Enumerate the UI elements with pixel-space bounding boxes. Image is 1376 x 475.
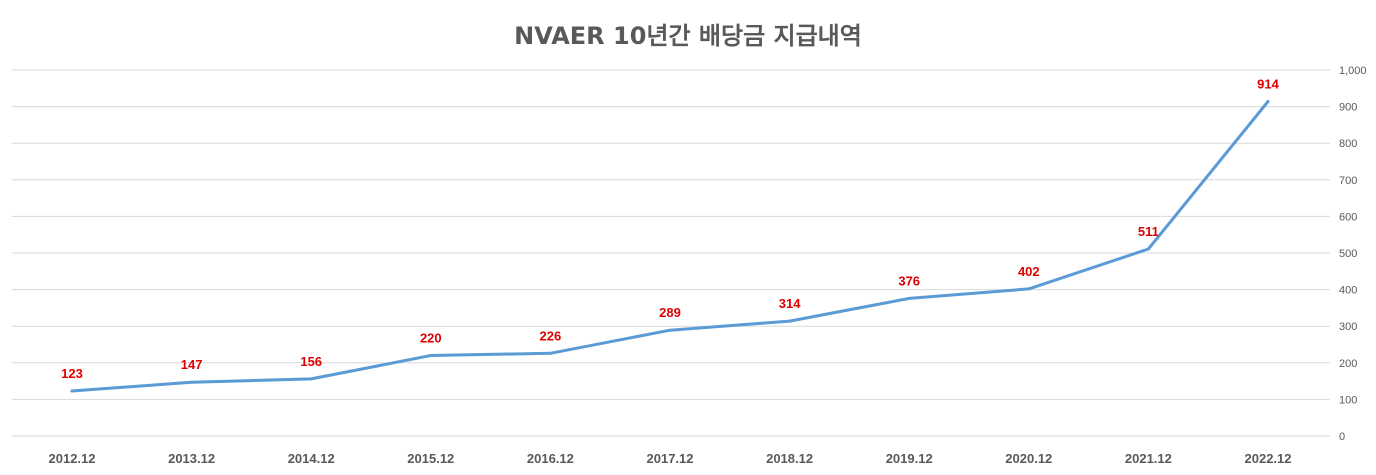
gridlines [12,69,1330,437]
x-tick-label: 2020.12 [1005,451,1052,466]
data-labels: 123 147 156 220 226 289 314 376 402 511 914 [61,76,1279,381]
x-axis-ticks: 2012.12 2013.12 2014.12 2015.12 2016.12 2017.… [49,451,1292,466]
chart-title: NVAER 10년간 배당금 지급내역 [514,22,862,50]
data-label: 156 [300,354,322,369]
y-axis-ticks: 0 100 200 300 400 500 600 700 800 900 1,000 [1339,65,1367,443]
data-label: 314 [779,296,801,311]
y-tick-label: 400 [1339,285,1357,297]
data-label: 914 [1257,76,1279,91]
series-layer [70,99,1270,393]
y-tick-label: 700 [1339,175,1357,187]
y-tick-label: 0 [1339,431,1345,443]
x-tick-label: 2012.12 [49,451,96,466]
data-point [429,353,433,357]
data-label: 123 [61,366,83,381]
data-label: 511 [1138,224,1159,239]
x-tick-label: 2015.12 [407,451,454,466]
y-tick-label: 600 [1339,211,1357,223]
data-point [668,328,672,332]
x-tick-label: 2016.12 [527,451,574,466]
y-tick-label: 100 [1339,394,1357,406]
data-point [907,296,911,300]
data-label: 220 [420,330,442,345]
x-tick-label: 2014.12 [288,451,335,466]
data-label: 376 [898,273,920,288]
data-point [190,380,194,384]
data-label: 289 [659,305,681,320]
y-tick-label: 200 [1339,358,1357,370]
data-label: 402 [1018,264,1040,279]
x-tick-label: 2018.12 [766,451,813,466]
x-tick-label: 2021.12 [1125,451,1172,466]
x-tick-label: 2019.12 [886,451,933,466]
y-tick-label: 900 [1339,102,1357,114]
x-tick-label: 2022.12 [1245,451,1292,466]
data-point [788,319,792,323]
data-point [1266,99,1270,103]
data-point [548,351,552,355]
x-tick-label: 2013.12 [168,451,215,466]
data-point [309,377,313,381]
y-tick-label: 500 [1339,248,1357,260]
data-point [1027,287,1031,291]
data-point [1146,247,1150,251]
y-tick-label: 800 [1339,138,1357,150]
x-tick-label: 2017.12 [647,451,694,466]
data-label: 147 [181,357,203,372]
y-tick-label: 1,000 [1339,65,1367,77]
data-point [70,389,74,393]
data-label: 226 [540,328,562,343]
series-line [70,100,1270,393]
y-tick-label: 300 [1339,321,1357,333]
